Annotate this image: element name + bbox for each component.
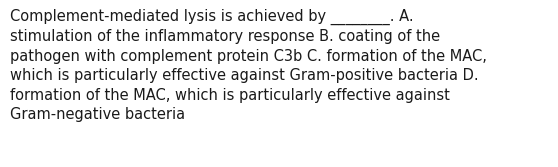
Text: Complement-mediated lysis is achieved by ________. A.
stimulation of the inflamm: Complement-mediated lysis is achieved by… [10, 8, 487, 122]
